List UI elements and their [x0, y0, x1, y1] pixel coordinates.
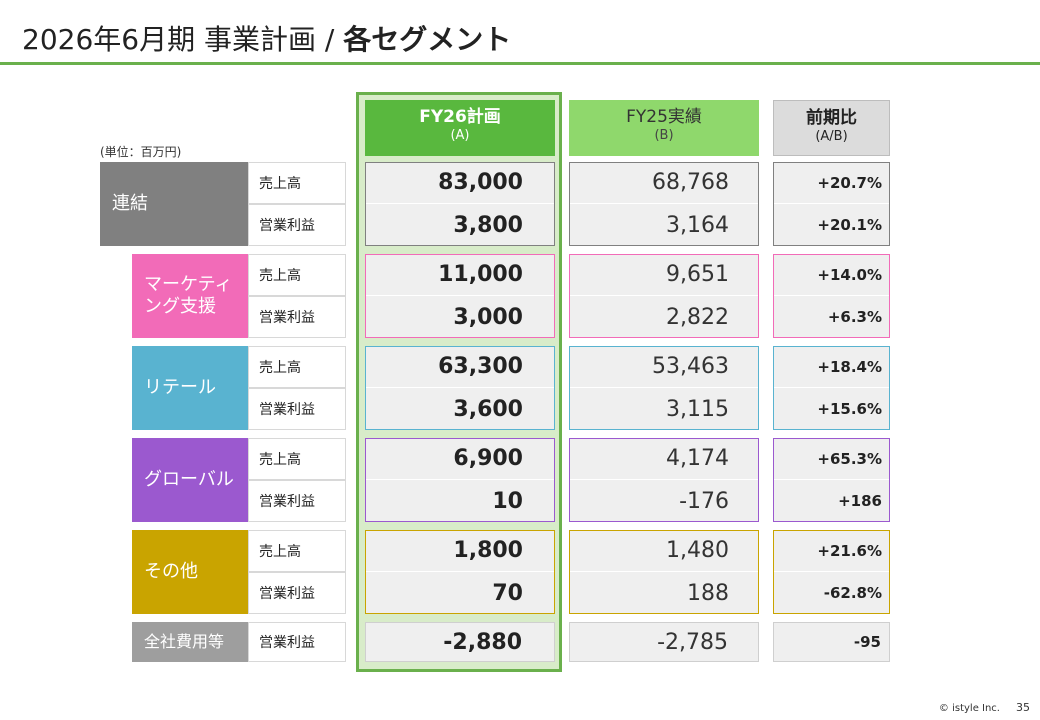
- prev-group-border: [569, 530, 759, 614]
- plan-group-border: [365, 162, 555, 246]
- column-header-plan: FY26計画 (A): [365, 100, 555, 156]
- metric-label: 営業利益: [248, 388, 346, 430]
- unit-label: (単位：百万円): [100, 145, 182, 159]
- ratio-value: +21.6%: [773, 530, 890, 572]
- segment-label-corporate: 全社費用等: [132, 622, 248, 662]
- ratio-value: +20.1%: [773, 204, 890, 246]
- metric-label: 営業利益: [248, 480, 346, 522]
- plan-value: 10: [365, 480, 555, 522]
- ratio-value: +186: [773, 480, 890, 522]
- ratio-group-border: [773, 530, 890, 614]
- copyright: © istyle Inc.: [938, 703, 1000, 714]
- ratio-value: -95: [773, 622, 890, 662]
- plan-value: 3,800: [365, 204, 555, 246]
- prev-value: 2,822: [569, 296, 759, 338]
- prev-group-border: [569, 346, 759, 430]
- prev-value: 1,480: [569, 530, 759, 572]
- prev-group-border: [569, 254, 759, 338]
- column-header-prev: FY25実績 (B): [569, 100, 759, 156]
- ratio-value: +15.6%: [773, 388, 890, 430]
- segment-label: その他: [132, 530, 248, 614]
- column-header-ratio-title: 前期比: [806, 108, 857, 128]
- ratio-value: +6.3%: [773, 296, 890, 338]
- column-header-prev-title: FY25実績: [626, 107, 702, 127]
- metric-label: 売上高: [248, 438, 346, 480]
- segment-label-text: その他: [144, 561, 198, 582]
- plan-value: 1,800: [365, 530, 555, 572]
- prev-value: 3,115: [569, 388, 759, 430]
- segment-label-text: グローバル: [144, 469, 234, 490]
- metric-label: 売上高: [248, 162, 346, 204]
- segment-label: マーケティング支援: [132, 254, 248, 338]
- title-bold: 各セグメント: [343, 23, 512, 56]
- prev-value: 9,651: [569, 254, 759, 296]
- column-header-ratio-sub: (A/B): [815, 129, 848, 144]
- ratio-group-border: [773, 162, 890, 246]
- prev-value: -2,785: [569, 622, 759, 662]
- segment-label-text: 全社費用等: [144, 632, 225, 651]
- metric-label: 売上高: [248, 346, 346, 388]
- page-title: 2026年6月期 事業計画 / 各セグメント: [22, 22, 511, 58]
- prev-value: 4,174: [569, 438, 759, 480]
- ratio-group-border: [773, 346, 890, 430]
- prev-group-border: [569, 162, 759, 246]
- column-header-prev-sub: (B): [654, 128, 674, 143]
- plan-group-border: [365, 438, 555, 522]
- ratio-group-border: [773, 254, 890, 338]
- title-main: 2026年6月期 事業計画 /: [22, 23, 344, 56]
- plan-value: 3,000: [365, 296, 555, 338]
- metric-label: 営業利益: [248, 622, 346, 662]
- page-number: 35: [1016, 701, 1030, 714]
- prev-value: 53,463: [569, 346, 759, 388]
- ratio-value: +14.0%: [773, 254, 890, 296]
- plan-value: 6,900: [365, 438, 555, 480]
- plan-group-border: [365, 254, 555, 338]
- plan-value: 83,000: [365, 162, 555, 204]
- plan-value: -2,880: [365, 622, 555, 662]
- prev-value: 3,164: [569, 204, 759, 246]
- plan-value: 3,600: [365, 388, 555, 430]
- ratio-group-border: [773, 438, 890, 522]
- segment-label: グローバル: [132, 438, 248, 522]
- plan-group-border: [365, 346, 555, 430]
- plan-value: 70: [365, 572, 555, 614]
- segment-label: リテール: [132, 346, 248, 430]
- column-header-plan-sub: (A): [450, 128, 470, 143]
- prev-value: -176: [569, 480, 759, 522]
- ratio-value: +20.7%: [773, 162, 890, 204]
- title-divider: [0, 62, 1040, 65]
- segment-label: 連結: [100, 162, 248, 246]
- segment-label-text: 連結: [112, 193, 148, 214]
- metric-label: 売上高: [248, 254, 346, 296]
- plan-value: 63,300: [365, 346, 555, 388]
- segment-label-text: マーケティング支援: [144, 274, 233, 317]
- segment-label-text: リテール: [144, 377, 216, 398]
- metric-label: 営業利益: [248, 572, 346, 614]
- column-header-plan-title: FY26計画: [419, 107, 501, 127]
- column-header-ratio: 前期比 (A/B): [773, 100, 890, 156]
- plan-group-border: [365, 530, 555, 614]
- ratio-value: -62.8%: [773, 572, 890, 614]
- ratio-value: +18.4%: [773, 346, 890, 388]
- metric-label: 営業利益: [248, 204, 346, 246]
- prev-value: 188: [569, 572, 759, 614]
- metric-label: 営業利益: [248, 296, 346, 338]
- plan-value: 11,000: [365, 254, 555, 296]
- metric-label: 売上高: [248, 530, 346, 572]
- prev-group-border: [569, 438, 759, 522]
- ratio-value: +65.3%: [773, 438, 890, 480]
- prev-value: 68,768: [569, 162, 759, 204]
